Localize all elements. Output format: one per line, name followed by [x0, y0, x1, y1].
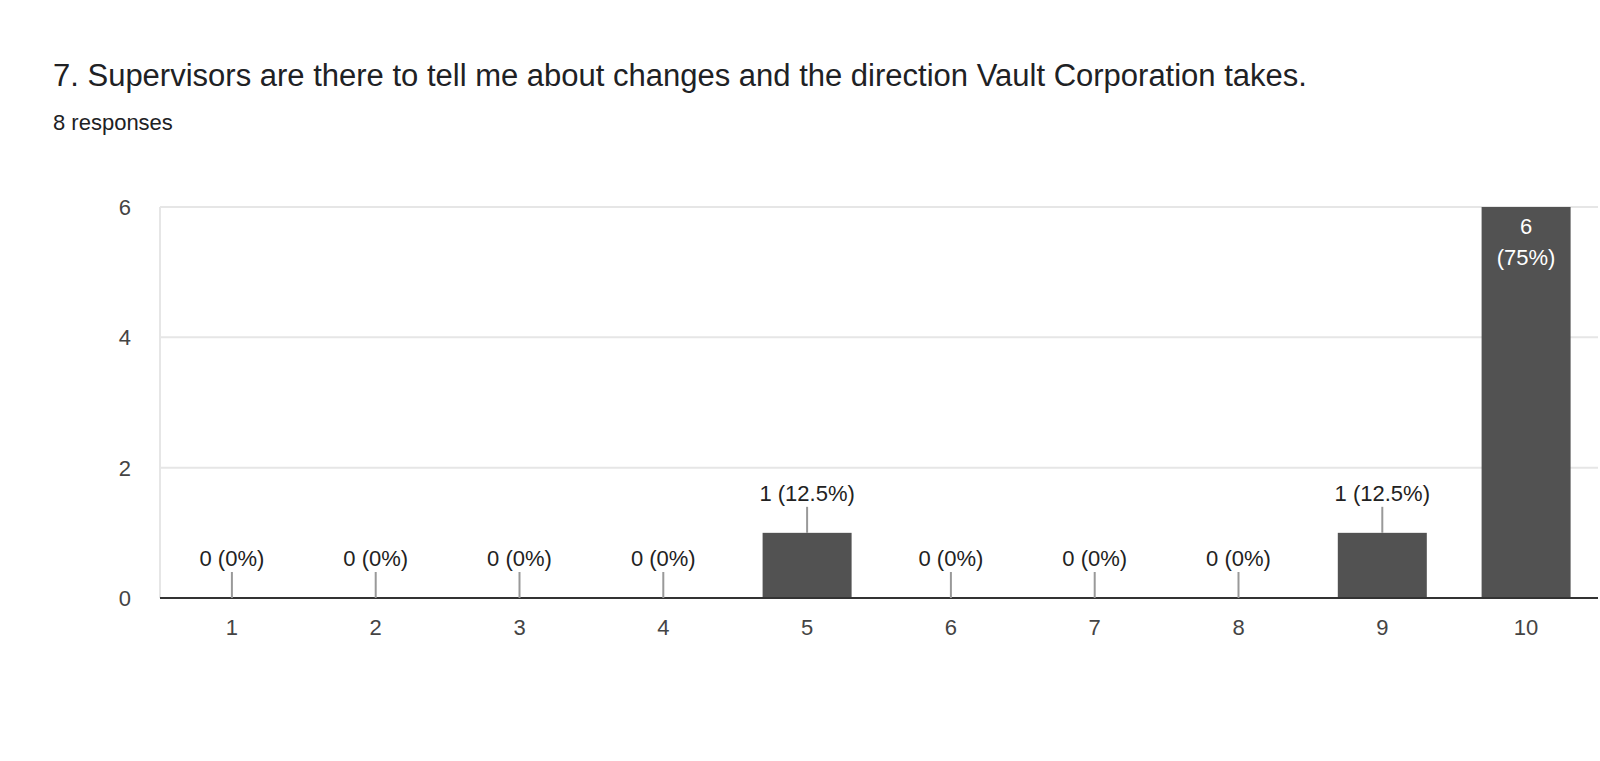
- label-leader: [519, 572, 521, 598]
- x-tick-label: 8: [1232, 615, 1244, 640]
- bars: [763, 207, 1571, 598]
- data-label: 6(75%): [1497, 214, 1556, 270]
- data-label: 0 (0%): [631, 546, 696, 571]
- y-tick-label: 2: [119, 456, 131, 481]
- data-label: 0 (0%): [343, 546, 408, 571]
- x-tick-label: 9: [1376, 615, 1388, 640]
- x-tick-label: 7: [1089, 615, 1101, 640]
- bar: [1482, 207, 1571, 598]
- data-label: 0 (0%): [487, 546, 552, 571]
- data-label: 0 (0%): [200, 546, 265, 571]
- y-tick-label: 4: [119, 325, 131, 350]
- plot-frame: [159, 207, 161, 598]
- y-tick-label: 0: [119, 586, 131, 611]
- chart-root: 7. Supervisors are there to tell me abou…: [0, 0, 1600, 761]
- title: 7. Supervisors are there to tell me abou…: [53, 58, 1307, 93]
- label-leader: [806, 507, 808, 533]
- label-leader: [1238, 572, 1240, 598]
- grid-line: [160, 206, 1598, 208]
- label-leader: [950, 572, 952, 598]
- subtitle: 8 responses: [53, 110, 173, 135]
- grid-line: [160, 336, 1598, 338]
- x-tick-label: 6: [945, 615, 957, 640]
- chart: 7. Supervisors are there to tell me abou…: [0, 0, 1600, 761]
- label-leader: [662, 572, 664, 598]
- x-tick-label: 1: [226, 615, 238, 640]
- x-tick-label: 3: [513, 615, 525, 640]
- label-leader: [375, 572, 377, 598]
- label-leader: [231, 572, 233, 598]
- y-tick-label: 6: [119, 195, 131, 220]
- x-tick-label: 5: [801, 615, 813, 640]
- label-leader: [1094, 572, 1096, 598]
- data-label: 1 (12.5%): [1335, 481, 1430, 506]
- x-tick-label: 4: [657, 615, 669, 640]
- bar: [763, 533, 852, 598]
- data-label: 1 (12.5%): [759, 481, 854, 506]
- x-tick-label: 10: [1514, 615, 1538, 640]
- grid-line: [160, 467, 1598, 469]
- label-leader: [1381, 507, 1383, 533]
- x-tick-label: 2: [370, 615, 382, 640]
- bar: [1338, 533, 1427, 598]
- data-label: 0 (0%): [1062, 546, 1127, 571]
- data-label: 0 (0%): [1206, 546, 1271, 571]
- data-label: 0 (0%): [919, 546, 984, 571]
